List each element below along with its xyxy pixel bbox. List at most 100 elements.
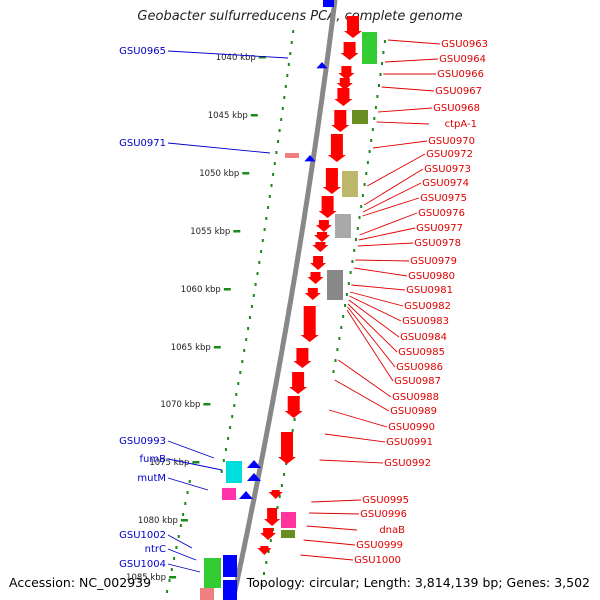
outer-dot-track [351,260,354,263]
right-gene-label: GSU0972 [426,149,473,160]
right-gene-label: GSU0964 [439,54,486,65]
inner-dot-track [254,283,257,286]
feature-block [285,153,299,158]
right-leader-line [306,525,358,531]
outer-dot-track [376,95,379,98]
right-leader-line [372,140,428,149]
inner-dot-track [224,448,227,451]
right-gene-label: GSU0987 [394,376,441,387]
inner-dot-track [247,327,250,330]
outer-dot-track [269,539,272,542]
outer-dot-track [355,238,357,241]
outer-dot-track [365,172,368,175]
forward-gene-arrow [322,168,341,194]
outer-dot-track [338,337,341,340]
right-leader-line [362,197,420,217]
forward-gene-arrow [257,546,272,555]
outer-dot-track [340,326,343,329]
inner-dot-track [289,52,292,55]
right-leader-line [348,299,400,338]
outer-dot-track [276,506,279,509]
forward-gene-arrow [264,508,281,526]
inner-dot-track [272,173,275,176]
kbp-tick-mark [233,230,241,233]
outer-dot-track [344,304,347,307]
inner-dot-track [188,480,191,483]
outer-dot-track [358,216,361,219]
right-gene-label: GSU0975 [420,193,467,204]
right-leader-line [354,267,408,277]
right-gene-label: GSU0991 [386,437,433,448]
feature-block [362,32,377,64]
feature-block [200,588,214,600]
right-gene-label: GSU0976 [418,208,465,219]
outer-dot-track [353,249,356,252]
topology-text: Topology: circular; Length: 3,814,139 bp… [246,575,590,590]
kbp-tick-label: 1040 kbp [216,53,256,63]
kbp-tick-label: 1080 kbp [138,516,178,526]
inner-dot-track [284,85,287,88]
forward-gene-arrow [318,196,337,218]
forward-gene-arrow [284,396,303,418]
forward-gene-arrow [304,288,321,300]
left-leader-line [167,142,271,154]
forward-gene-arrow [293,348,312,368]
inner-dot-track [241,360,244,363]
outer-dot-track [366,161,369,164]
inner-dot-track [280,118,283,121]
kbp-tick-mark [192,461,200,464]
outer-dot-track [342,315,345,318]
outer-dot-track [381,62,383,65]
accession-text: Accession: NC_002939 [9,575,152,590]
outer-dot-track [374,106,377,109]
right-leader-line [384,58,439,63]
right-leader-line [387,39,441,45]
feature-block [335,214,351,238]
kbp-tick-label: 1065 kbp [171,343,211,353]
inner-dot-track [260,250,263,253]
right-leader-line [359,212,418,236]
outer-dot-track [368,150,371,153]
map-title: Geobacter sulfurreducens PCA, complete g… [137,9,463,24]
right-gene-label: GSU0977 [416,223,463,234]
kbp-tick-label: 1050 kbp [199,169,239,179]
inner-dot-track [275,151,278,154]
inner-dot-track [286,74,289,77]
right-leader-line [300,554,354,561]
outer-dot-track [356,227,359,230]
left-leader-line [167,477,209,491]
inner-dot-track [252,294,255,297]
left-leader-line [167,548,197,561]
left-leader-line [167,50,289,59]
outer-dot-track [278,495,281,498]
right-gene-label: GSU0974 [422,178,469,189]
inner-dot-track [277,140,279,143]
inner-dot-track [263,228,266,231]
outer-dot-track [263,572,265,575]
right-gene-label: GSU0995 [362,495,409,506]
left-gene-label: GSU0993 [119,436,166,447]
inner-dot-track [290,41,293,44]
reverse-gene-arrow [247,460,261,468]
outer-dot-track [371,128,374,131]
right-leader-line [381,86,435,92]
right-leader-line [346,309,394,382]
reverse-gene-block [323,0,334,7]
forward-gene-arrow [278,432,296,464]
kbp-tick-mark [169,576,177,579]
inner-dot-track [268,195,271,198]
inner-dot-track [184,502,187,505]
outer-dot-track [360,205,363,208]
inner-dot-track [170,568,173,571]
outer-dot-track [379,73,382,76]
right-leader-line [338,359,392,398]
inner-dot-track [273,162,276,165]
outer-dot-track [349,271,352,274]
right-gene-label: GSU0996 [360,509,407,520]
outer-dot-track [361,194,364,197]
left-gene-label: fumB [140,454,167,465]
inner-dot-track [281,107,284,110]
inner-dot-track [243,349,246,352]
forward-gene-arrow [314,232,330,242]
